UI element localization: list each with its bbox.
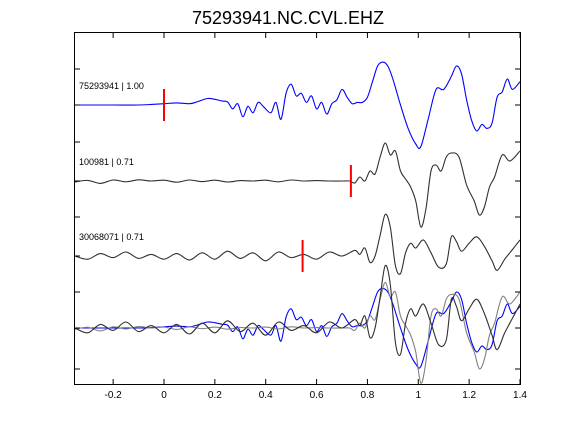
x-tick-label: 0 [161, 390, 167, 401]
x-tick-label: 1.2 [462, 390, 476, 401]
x-tick-label: 0.4 [259, 390, 273, 401]
trace-3 [75, 213, 520, 275]
trace-2 [75, 142, 520, 228]
trace-label-1: 75293941 | 1.00 [79, 81, 144, 91]
x-axis: -0.2 0 0.2 0.4 0.6 0.8 1 1.2 1.4 [105, 33, 527, 401]
overlay-trace-1 [75, 287, 520, 369]
overlay-trace-2 [75, 281, 520, 384]
overlay-trace-3 [75, 264, 520, 357]
x-tick-label: 0.6 [310, 390, 324, 401]
trace-1 [75, 61, 520, 150]
x-tick-label: 1 [416, 390, 422, 401]
plot-area: 75293941 | 1.00 100981 | 0.71 30068071 | 0… [75, 61, 520, 384]
trace-label-2: 100981 | 0.71 [79, 157, 134, 167]
traces-group [75, 61, 520, 384]
axes-frame [74, 32, 521, 385]
x-tick-label: -0.2 [105, 390, 123, 401]
x-tick-label: 0.8 [360, 390, 374, 401]
y-ticks [75, 68, 520, 370]
chart-title: 75293941.NC.CVL.EHZ [192, 8, 384, 28]
x-tick-label: 0.2 [208, 390, 222, 401]
trace-label-3: 30068071 | 0.71 [79, 232, 144, 242]
x-tick-label: 1.4 [513, 390, 527, 401]
